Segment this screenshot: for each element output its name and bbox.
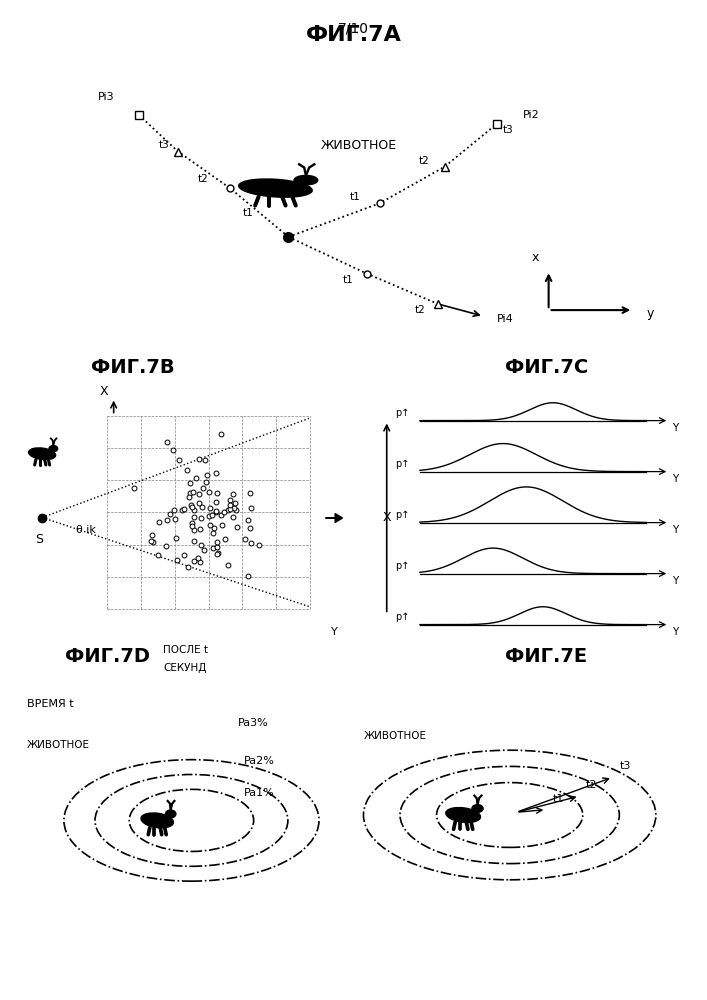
Text: Pi2: Pi2 bbox=[522, 110, 539, 120]
Text: t3: t3 bbox=[503, 125, 514, 135]
Text: t2: t2 bbox=[414, 305, 425, 315]
Text: Y: Y bbox=[672, 423, 679, 433]
Ellipse shape bbox=[239, 179, 312, 197]
Ellipse shape bbox=[141, 813, 173, 828]
Text: Y: Y bbox=[672, 576, 679, 586]
Text: ФИГ.7E: ФИГ.7E bbox=[506, 648, 588, 666]
Text: Pi3: Pi3 bbox=[98, 92, 115, 102]
Text: ФИГ.7D: ФИГ.7D bbox=[65, 648, 150, 666]
Text: t1: t1 bbox=[343, 275, 354, 285]
Text: Pa2%: Pa2% bbox=[245, 756, 275, 766]
Text: X: X bbox=[100, 385, 109, 398]
Text: p↑: p↑ bbox=[396, 408, 410, 418]
Text: p↑: p↑ bbox=[396, 459, 410, 469]
Text: Pa3%: Pa3% bbox=[238, 718, 269, 728]
Text: X: X bbox=[382, 511, 391, 524]
Text: Y: Y bbox=[672, 627, 679, 637]
Text: x: x bbox=[532, 251, 539, 264]
Ellipse shape bbox=[294, 175, 317, 185]
Text: p↑: p↑ bbox=[396, 561, 410, 571]
Text: Y: Y bbox=[332, 627, 338, 637]
Text: ФИГ.7А: ФИГ.7А bbox=[305, 25, 402, 45]
Text: θ ik: θ ik bbox=[76, 525, 96, 535]
Text: t1: t1 bbox=[349, 192, 360, 202]
Text: ЖИВОТНОЕ: ЖИВОТНОЕ bbox=[363, 731, 426, 741]
Ellipse shape bbox=[165, 810, 176, 818]
Text: y: y bbox=[646, 307, 653, 320]
Ellipse shape bbox=[472, 805, 483, 812]
Text: Y: Y bbox=[672, 525, 679, 535]
Text: ЖИВОТНОЕ: ЖИВОТНОЕ bbox=[321, 139, 397, 152]
Text: Pi4: Pi4 bbox=[496, 314, 513, 324]
Ellipse shape bbox=[28, 448, 56, 460]
Polygon shape bbox=[163, 814, 170, 818]
Polygon shape bbox=[47, 449, 53, 452]
Text: ФИГ.7В: ФИГ.7В bbox=[90, 358, 174, 377]
Text: t1: t1 bbox=[243, 208, 254, 218]
Text: p↑: p↑ bbox=[396, 612, 410, 622]
Polygon shape bbox=[289, 180, 306, 185]
Polygon shape bbox=[469, 809, 477, 812]
Ellipse shape bbox=[49, 446, 58, 452]
Text: S: S bbox=[35, 533, 43, 546]
Text: Y: Y bbox=[672, 474, 679, 484]
Text: 7/10: 7/10 bbox=[338, 21, 369, 35]
Text: t2: t2 bbox=[419, 156, 429, 166]
Text: ЖИВОТНОЕ: ЖИВОТНОЕ bbox=[27, 740, 90, 750]
Ellipse shape bbox=[446, 808, 481, 822]
Text: t2: t2 bbox=[586, 780, 597, 790]
Text: ПОСЛЕ t: ПОСЛЕ t bbox=[163, 645, 208, 655]
Text: t3: t3 bbox=[619, 761, 631, 771]
Text: t1: t1 bbox=[553, 794, 564, 804]
Text: t3: t3 bbox=[158, 140, 169, 150]
Text: t2: t2 bbox=[197, 174, 208, 184]
Text: СЕКУНД: СЕКУНД bbox=[163, 662, 207, 673]
Text: Pa1%: Pa1% bbox=[245, 788, 275, 798]
Text: p↑: p↑ bbox=[396, 510, 410, 520]
Text: ФИГ.7С: ФИГ.7С bbox=[505, 358, 588, 377]
Text: ВРЕМЯ t: ВРЕМЯ t bbox=[27, 699, 74, 709]
